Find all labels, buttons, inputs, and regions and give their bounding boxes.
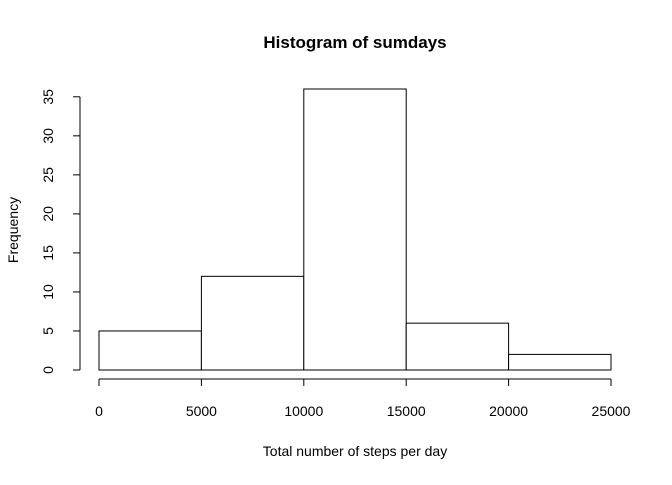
x-tick-label-4: 20000 — [489, 403, 528, 419]
y-tick-label-3: 15 — [40, 245, 56, 261]
y-axis-label: Frequency — [5, 197, 21, 263]
y-tick-label-7: 35 — [40, 89, 56, 105]
histogram-bar-3 — [405, 322, 510, 371]
x-axis: 0 5000 10000 15000 20000 25000 — [95, 378, 631, 419]
y-tick-label-2: 10 — [40, 284, 56, 300]
x-tick-label-5: 25000 — [592, 403, 631, 419]
histogram-bar-1 — [200, 275, 305, 371]
y-tick-label-0: 0 — [40, 366, 56, 374]
histogram-bar-2 — [303, 88, 407, 371]
y-axis: 0 5 10 15 20 25 30 35 — [40, 89, 81, 374]
x-tick-label-3: 15000 — [387, 403, 426, 419]
histogram-bar-4 — [508, 353, 612, 371]
x-tick-label-2: 10000 — [284, 403, 323, 419]
y-tick-label-1: 5 — [40, 327, 56, 335]
chart-title: Histogram of sumdays — [263, 33, 446, 52]
x-axis-label: Total number of steps per day — [263, 443, 447, 459]
y-tick-label-4: 20 — [40, 206, 56, 222]
y-tick-label-6: 30 — [40, 128, 56, 144]
x-tick-label-0: 0 — [95, 403, 103, 419]
histogram-bar-0 — [98, 330, 202, 371]
y-tick-label-5: 25 — [40, 167, 56, 183]
x-tick-label-1: 5000 — [186, 403, 217, 419]
bars-layer — [98, 88, 612, 371]
